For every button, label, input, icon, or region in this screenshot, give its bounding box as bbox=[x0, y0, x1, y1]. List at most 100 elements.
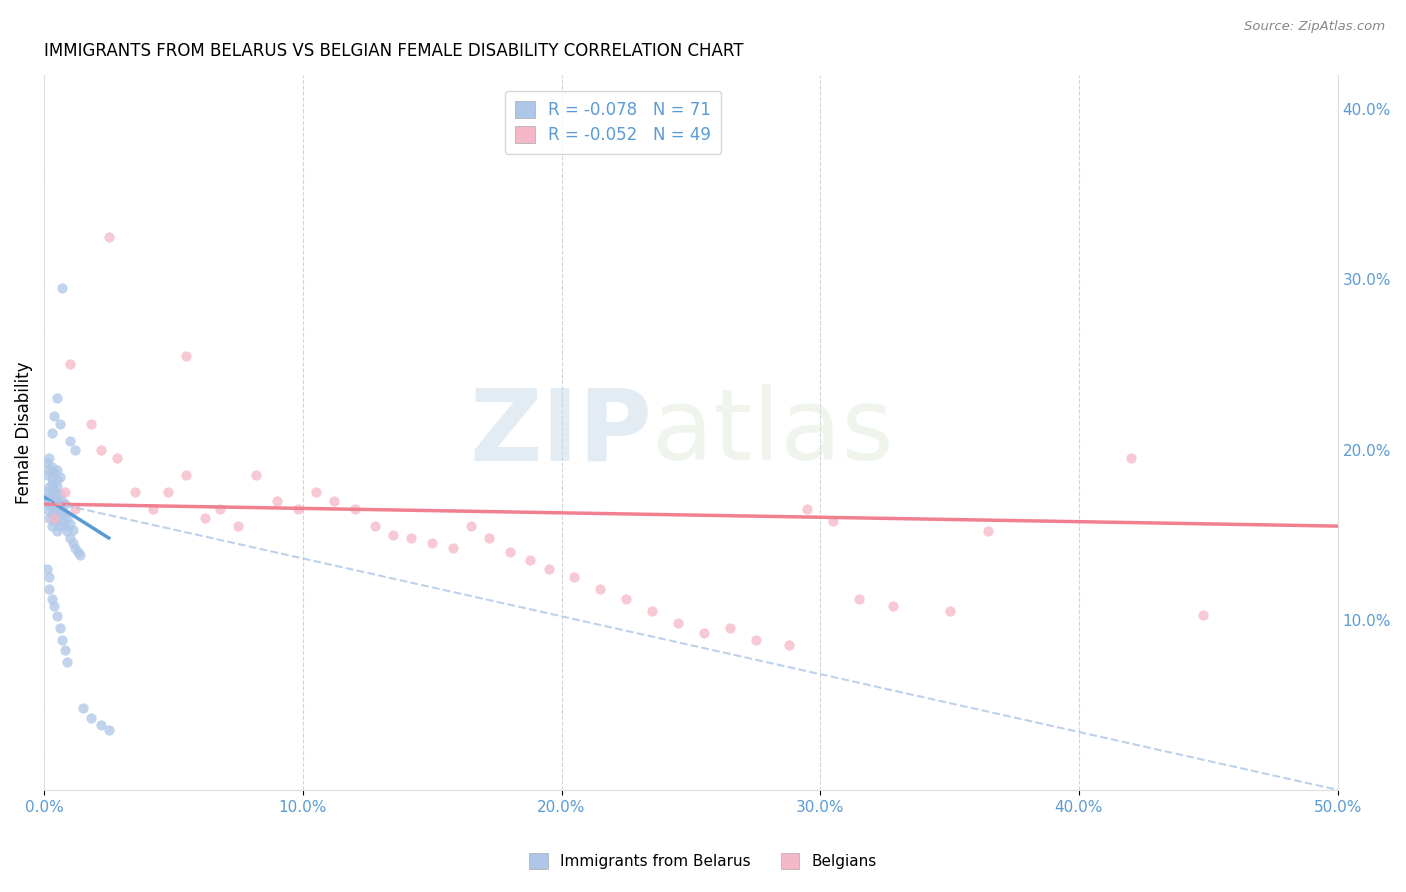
Point bbox=[35, 493, 58, 508]
Point bbox=[35, 502, 58, 516]
Point bbox=[44, 483, 66, 498]
Point bbox=[62, 536, 84, 550]
Point bbox=[105, 451, 128, 466]
Point bbox=[48, 487, 70, 501]
Point bbox=[41, 425, 63, 440]
Legend: Immigrants from Belarus, Belgians: Immigrants from Belarus, Belgians bbox=[523, 847, 883, 875]
Point bbox=[72, 701, 94, 715]
Point bbox=[420, 536, 443, 550]
Point bbox=[41, 471, 63, 485]
Point bbox=[46, 392, 69, 406]
Text: IMMIGRANTS FROM BELARUS VS BELGIAN FEMALE DISABILITY CORRELATION CHART: IMMIGRANTS FROM BELARUS VS BELGIAN FEMAL… bbox=[44, 42, 744, 60]
Point bbox=[90, 442, 112, 457]
Point bbox=[46, 480, 69, 494]
Point bbox=[44, 514, 66, 528]
Point bbox=[343, 502, 366, 516]
Point bbox=[79, 711, 101, 725]
Text: ZIP: ZIP bbox=[470, 384, 652, 481]
Point bbox=[41, 488, 63, 502]
Point bbox=[305, 485, 328, 500]
Point bbox=[41, 519, 63, 533]
Point bbox=[44, 599, 66, 613]
Text: Source: ZipAtlas.com: Source: ZipAtlas.com bbox=[1244, 20, 1385, 33]
Point bbox=[97, 230, 120, 244]
Point bbox=[48, 497, 70, 511]
Point bbox=[56, 524, 79, 539]
Point bbox=[38, 570, 60, 584]
Point bbox=[208, 502, 231, 516]
Point bbox=[51, 281, 73, 295]
Point bbox=[46, 510, 69, 524]
Point bbox=[176, 349, 198, 363]
Point bbox=[478, 531, 501, 545]
Point bbox=[97, 723, 120, 738]
Point bbox=[90, 718, 112, 732]
Point bbox=[641, 604, 664, 618]
Point bbox=[53, 497, 76, 511]
Point bbox=[63, 541, 86, 556]
Point bbox=[157, 485, 180, 500]
Point bbox=[59, 434, 82, 448]
Point bbox=[69, 548, 91, 562]
Point bbox=[882, 599, 904, 613]
Point bbox=[46, 490, 69, 504]
Point bbox=[193, 510, 215, 524]
Point bbox=[56, 655, 79, 669]
Point bbox=[35, 485, 58, 500]
Point bbox=[63, 502, 86, 516]
Point bbox=[46, 524, 69, 539]
Point bbox=[848, 592, 870, 607]
Point bbox=[35, 468, 58, 483]
Point bbox=[693, 626, 716, 640]
Point bbox=[38, 451, 60, 466]
Point bbox=[589, 582, 612, 596]
Point bbox=[124, 485, 146, 500]
Point bbox=[44, 409, 66, 423]
Point bbox=[53, 519, 76, 533]
Point bbox=[614, 592, 637, 607]
Point bbox=[499, 544, 522, 558]
Point bbox=[59, 531, 82, 545]
Point bbox=[59, 358, 82, 372]
Point bbox=[44, 504, 66, 518]
Legend: R = -0.078   N = 71, R = -0.052   N = 49: R = -0.078 N = 71, R = -0.052 N = 49 bbox=[505, 91, 721, 153]
Point bbox=[977, 524, 1000, 539]
Point bbox=[48, 621, 70, 635]
Point bbox=[51, 514, 73, 528]
Point bbox=[46, 609, 69, 624]
Point bbox=[287, 502, 309, 516]
Point bbox=[62, 523, 84, 537]
Point bbox=[142, 502, 165, 516]
Point bbox=[537, 561, 560, 575]
Point bbox=[38, 497, 60, 511]
Point bbox=[666, 616, 689, 631]
Point bbox=[245, 468, 267, 483]
Point bbox=[38, 510, 60, 524]
Y-axis label: Female Disability: Female Disability bbox=[15, 361, 32, 504]
Point bbox=[778, 638, 800, 652]
Point bbox=[564, 570, 586, 584]
Point bbox=[176, 468, 198, 483]
Point bbox=[46, 473, 69, 487]
Point bbox=[938, 604, 960, 618]
Point bbox=[48, 519, 70, 533]
Point bbox=[41, 592, 63, 607]
Point bbox=[35, 561, 58, 575]
Point bbox=[51, 504, 73, 518]
Point bbox=[48, 507, 70, 521]
Point bbox=[38, 480, 60, 494]
Point bbox=[53, 507, 76, 521]
Point bbox=[51, 633, 73, 648]
Point bbox=[38, 463, 60, 477]
Point bbox=[41, 507, 63, 521]
Point bbox=[51, 493, 73, 508]
Point bbox=[1119, 451, 1142, 466]
Point bbox=[59, 517, 82, 532]
Point bbox=[266, 493, 288, 508]
Point bbox=[66, 544, 89, 558]
Point bbox=[46, 463, 69, 477]
Point bbox=[796, 502, 818, 516]
Point bbox=[48, 417, 70, 431]
Point bbox=[38, 490, 60, 504]
Point bbox=[44, 510, 66, 524]
